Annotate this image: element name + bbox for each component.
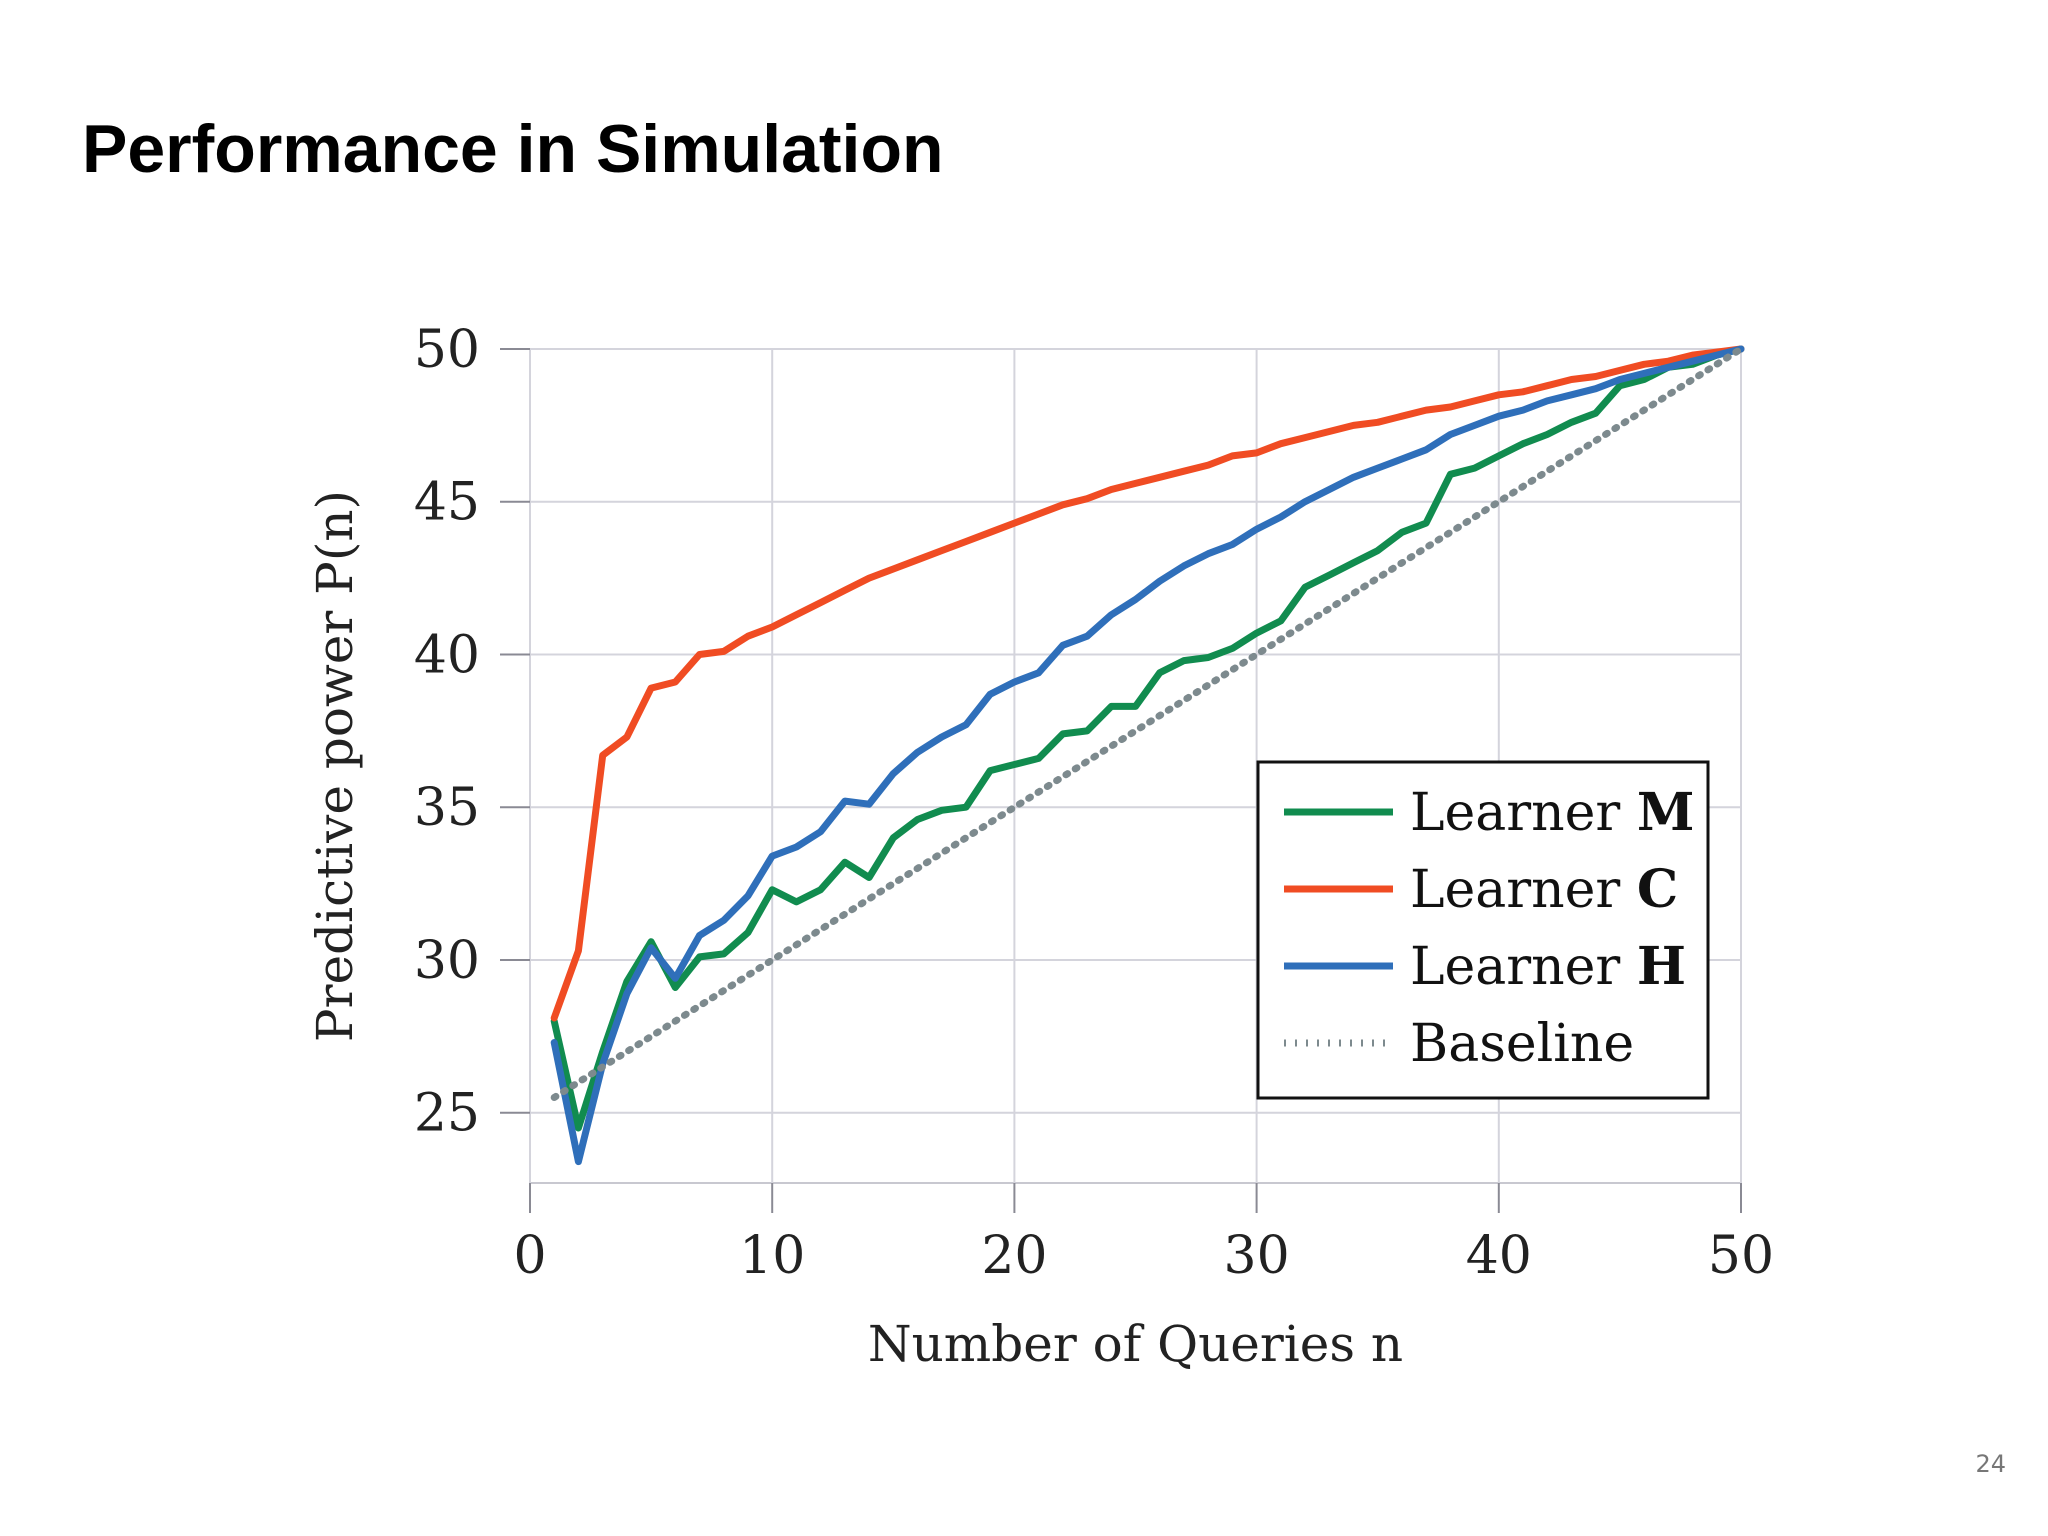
y-tick-label: 35	[414, 778, 480, 838]
page-number: 24	[1975, 1450, 2006, 1478]
x-axis-label: Number of Queries n	[868, 1315, 1403, 1373]
x-tick-label: 0	[513, 1226, 546, 1286]
legend-label-learner-h: Learner H	[1410, 936, 1686, 997]
y-tick-label: 40	[414, 625, 480, 685]
legend-box	[1256, 760, 1710, 1100]
slide-title: Performance in Simulation	[82, 111, 944, 187]
x-tick-label: 10	[739, 1226, 805, 1286]
y-tick-label: 50	[414, 320, 480, 380]
series-line-learner-c	[550, 345, 1745, 1022]
x-tick-label: 40	[1466, 1226, 1532, 1286]
series-line-learner-m	[550, 345, 1745, 1132]
y-axis-label: Predictive power P(n)	[306, 490, 364, 1042]
legend-label-baseline: Baseline	[1410, 1014, 1634, 1074]
series-layer	[550, 345, 1745, 1166]
y-tick-label: 25	[414, 1084, 480, 1144]
axis-layer: 0 10 20 30 40 50 25 30 35 40 45 50 Number of Queries…	[306, 320, 1774, 1373]
y-tick-label: 45	[414, 473, 480, 533]
y-tick-label: 30	[414, 931, 480, 991]
x-tick-label: 20	[981, 1226, 1047, 1286]
series-line-baseline	[550, 345, 1745, 1101]
x-tick-label: 30	[1224, 1226, 1290, 1286]
legend-label-learner-c: Learner C	[1410, 859, 1678, 920]
series-line-learner-h	[550, 345, 1745, 1166]
x-tick-label: 50	[1708, 1226, 1774, 1286]
legend-label-learner-m: Learner M	[1410, 782, 1694, 843]
legend: Learner M Learner C Learner H Baseline	[1256, 760, 1710, 1100]
